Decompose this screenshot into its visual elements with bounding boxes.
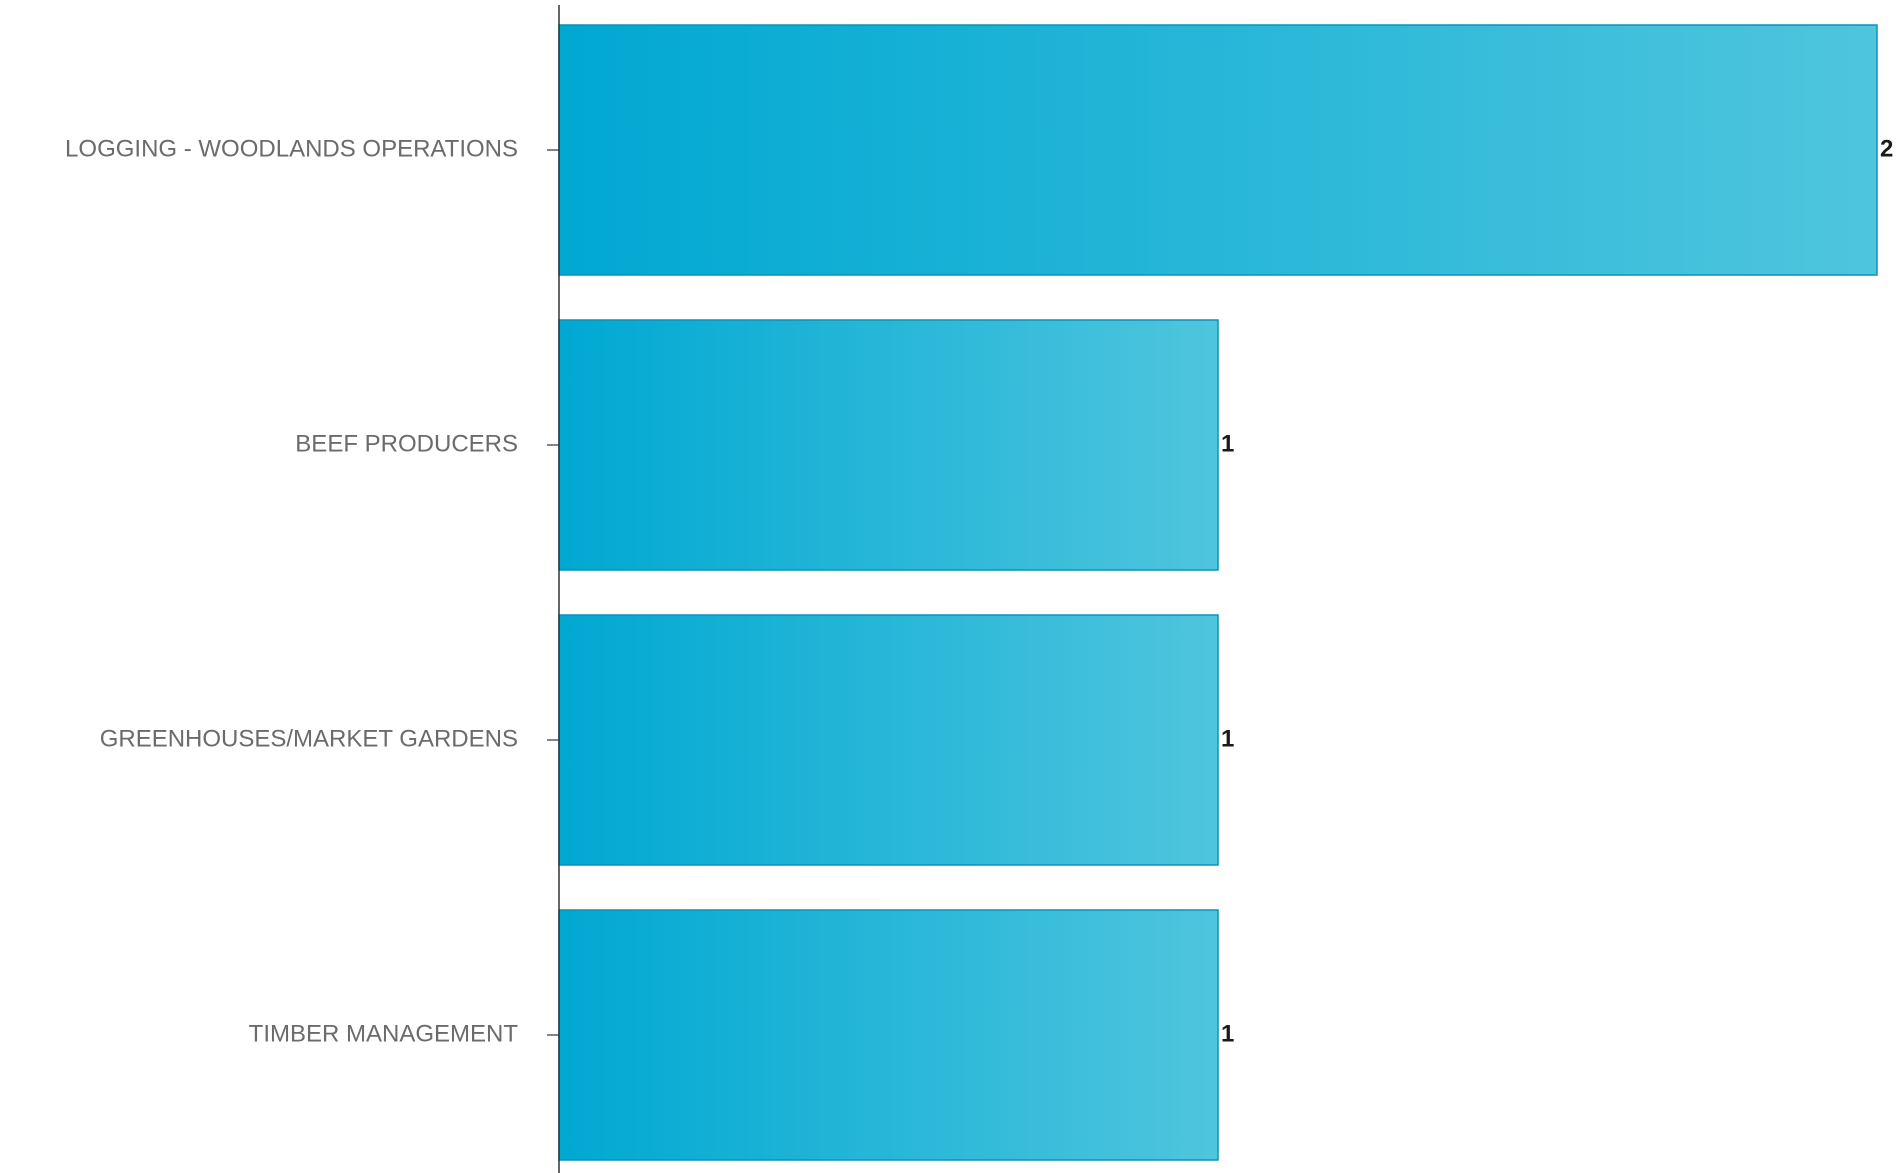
bar-1 <box>558 319 1219 571</box>
bars-layer <box>558 24 1878 1161</box>
labels-layer: LOGGING - WOODLANDS OPERATIONS 2 BEEF PROD… <box>65 135 1893 1047</box>
value-label-0: 2 <box>1880 135 1893 162</box>
value-label-3: 1 <box>1221 1020 1234 1047</box>
bar-2 <box>558 614 1219 866</box>
bar-0 <box>558 24 1878 276</box>
value-label-2: 1 <box>1221 725 1234 752</box>
bar-3 <box>558 909 1219 1161</box>
value-label-1: 1 <box>1221 430 1234 457</box>
category-label-0: LOGGING - WOODLANDS OPERATIONS <box>65 135 518 162</box>
category-label-3: TIMBER MANAGEMENT <box>249 1020 519 1047</box>
category-label-2: GREENHOUSES/MARKET GARDENS <box>100 725 518 752</box>
category-label-1: BEEF PRODUCERS <box>295 430 518 457</box>
